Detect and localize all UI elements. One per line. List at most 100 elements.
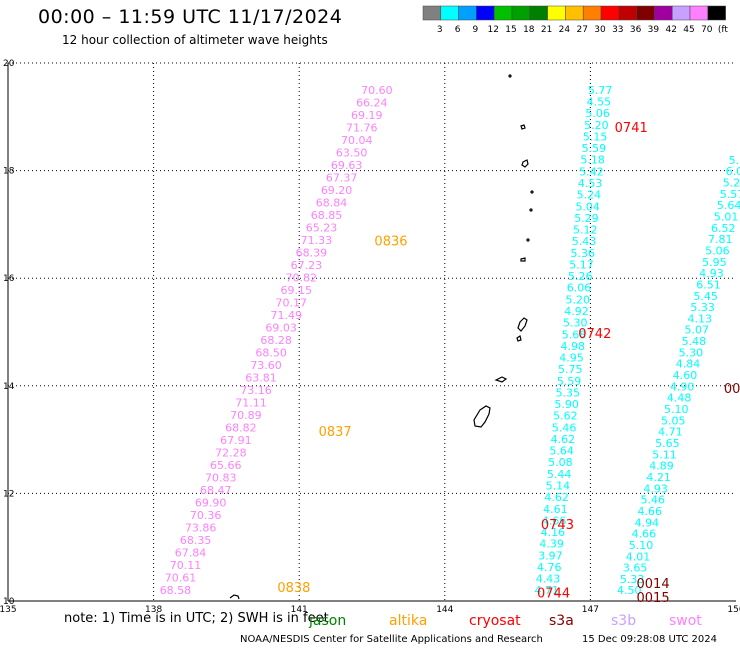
wave-height-value: 4.76 bbox=[537, 561, 562, 574]
wave-height-value: 4.93 bbox=[699, 267, 724, 280]
wave-height-value: 72.28 bbox=[215, 447, 247, 460]
wave-height-value: 70.60 bbox=[361, 84, 393, 97]
pass-time-label: 0743 bbox=[541, 518, 574, 533]
wave-height-value: 4.71 bbox=[658, 426, 683, 439]
wave-height-value: 4.95 bbox=[559, 352, 584, 365]
colorbar-swatch bbox=[458, 5, 477, 21]
footer-note: note: 1) Time is in UTC; 2) SWH is in fe… bbox=[64, 611, 329, 626]
wave-height-value: 67.23 bbox=[291, 259, 323, 272]
colorbar-label: (ft) bbox=[718, 25, 728, 35]
wave-height-value: 5.15 bbox=[583, 130, 608, 143]
pass-time-label: 0742 bbox=[578, 327, 611, 342]
wave-height-value: 5.30 bbox=[679, 346, 704, 359]
wave-height-value: 70.61 bbox=[165, 572, 197, 585]
wave-height-value: 68.82 bbox=[225, 422, 257, 435]
pass-time-label: 0014 bbox=[637, 577, 670, 592]
pass-time-label: 0837 bbox=[319, 425, 352, 440]
wave-height-value: 5.68 bbox=[562, 328, 587, 341]
wave-height-value: 5.46 bbox=[640, 494, 665, 507]
wave-height-value: 5.20 bbox=[566, 293, 591, 306]
wave-height-value: 5.59 bbox=[582, 142, 607, 155]
colorbar-label: 30 bbox=[594, 25, 606, 35]
colorbar-label: 18 bbox=[523, 25, 535, 35]
colorbar-label: 27 bbox=[576, 25, 587, 35]
wave-height-value: 73.86 bbox=[185, 522, 217, 535]
lat-tick-label: 10 bbox=[3, 597, 15, 607]
wave-height-value: 5.75 bbox=[558, 363, 583, 376]
wave-height-value: 4.39 bbox=[539, 538, 564, 551]
colorbar-swatches bbox=[422, 5, 726, 21]
wave-height-value: 68.35 bbox=[180, 534, 212, 547]
wave-height-value: 73.60 bbox=[250, 359, 282, 372]
wave-height-value: 68.28 bbox=[260, 334, 292, 347]
colorbar-swatch bbox=[654, 5, 673, 21]
wave-height-value: 71.11 bbox=[235, 397, 267, 410]
lat-tick-label: 18 bbox=[3, 167, 15, 177]
wave-height-value: 4.89 bbox=[649, 460, 674, 473]
wave-height-value: 5.95 bbox=[702, 256, 727, 269]
wave-height-value: 5.77 bbox=[588, 84, 613, 97]
wave-height-value: 5.35 bbox=[556, 386, 581, 399]
page-title: 00:00 – 11:59 UTC 11/17/2024 bbox=[38, 6, 343, 28]
wave-height-value: 5.42 bbox=[579, 165, 604, 178]
wave-height-value: 4.61 bbox=[543, 503, 568, 516]
wave-height-value: 5.18 bbox=[580, 154, 605, 167]
wave-height-value: 5.44 bbox=[547, 468, 572, 481]
wave-height-value: 4.71 bbox=[534, 584, 559, 597]
wave-height-value: 69.03 bbox=[265, 322, 297, 335]
wave-height-value: 5.65 bbox=[655, 437, 680, 450]
wave-height-value: 5.07 bbox=[685, 324, 710, 337]
wave-height-value: 6.52 bbox=[711, 222, 736, 235]
wave-height-value: 69.90 bbox=[195, 497, 227, 510]
generation-timestamp: 15 Dec 09:28:08 UTC 2024 bbox=[582, 634, 717, 645]
wave-height-value: 5.06 bbox=[705, 244, 730, 257]
colorbar-swatch bbox=[618, 5, 637, 21]
wave-height-value: 66.24 bbox=[356, 96, 388, 109]
wave-height-value: 5.64 bbox=[717, 199, 740, 212]
satellite-legend-altika: altika bbox=[389, 613, 427, 629]
wave-height-value: 5.05 bbox=[661, 414, 686, 427]
wave-height-value: 4.50 bbox=[617, 584, 642, 597]
wave-height-value: 5.29 bbox=[574, 212, 599, 225]
colorbar-swatch bbox=[671, 5, 691, 21]
colorbar-swatch bbox=[689, 5, 709, 21]
colorbar-swatch bbox=[582, 5, 602, 21]
wave-height-value: 5.45 bbox=[693, 290, 718, 303]
wave-height-value: 69.15 bbox=[281, 284, 313, 297]
wave-height-value: 3.65 bbox=[623, 562, 648, 575]
wave-height-value: 5.33 bbox=[620, 573, 645, 586]
wave-height-value: 5.59 bbox=[557, 375, 582, 388]
wave-height-value: 65.66 bbox=[210, 459, 242, 472]
wave-height-value: 68.84 bbox=[316, 196, 348, 209]
wave-height-value: 4.93 bbox=[643, 482, 668, 495]
satellite-legend-jason: jason bbox=[308, 613, 346, 629]
wave-height-value: 68.58 bbox=[160, 584, 192, 597]
small-islet-mid bbox=[530, 190, 534, 194]
wave-height-value: 4.94 bbox=[635, 516, 660, 529]
wave-height-value: 7.81 bbox=[708, 233, 733, 246]
wave-height-value: 69.63 bbox=[331, 159, 363, 172]
colorbar-swatch bbox=[529, 5, 548, 21]
wave-height-value: 4.92 bbox=[564, 305, 589, 318]
wave-height-value: 5.36 bbox=[570, 247, 595, 260]
colorbar-swatch bbox=[511, 5, 531, 21]
small-islet-north bbox=[508, 74, 512, 78]
colorbar-label: 33 bbox=[612, 25, 623, 35]
wave-height-value: 5.62 bbox=[553, 410, 578, 423]
wave-height-value: 5.29 bbox=[723, 176, 740, 189]
satellite-legend: jason altika cryosat s3a s3b swot bbox=[308, 613, 702, 629]
pass-time-label: 0836 bbox=[374, 235, 407, 250]
wave-height-value: 5.57 bbox=[720, 188, 740, 201]
wave-height-value: 70.82 bbox=[286, 272, 318, 285]
tinian-island bbox=[516, 335, 522, 342]
wave-height-value: 3.97 bbox=[538, 549, 563, 562]
wave-height-value: 4.66 bbox=[632, 528, 657, 541]
colorbar-label: 36 bbox=[630, 25, 642, 35]
pass-time-labels: 0741 0836 0742 0837 0013 0743 0838 0014 0744 0015 bbox=[277, 121, 740, 606]
wave-height-value: 70.89 bbox=[230, 409, 262, 422]
wave-height-value: 6.09 bbox=[726, 165, 740, 178]
colorbar-swatch bbox=[565, 5, 584, 21]
wave-height-value: 70.11 bbox=[170, 559, 202, 572]
